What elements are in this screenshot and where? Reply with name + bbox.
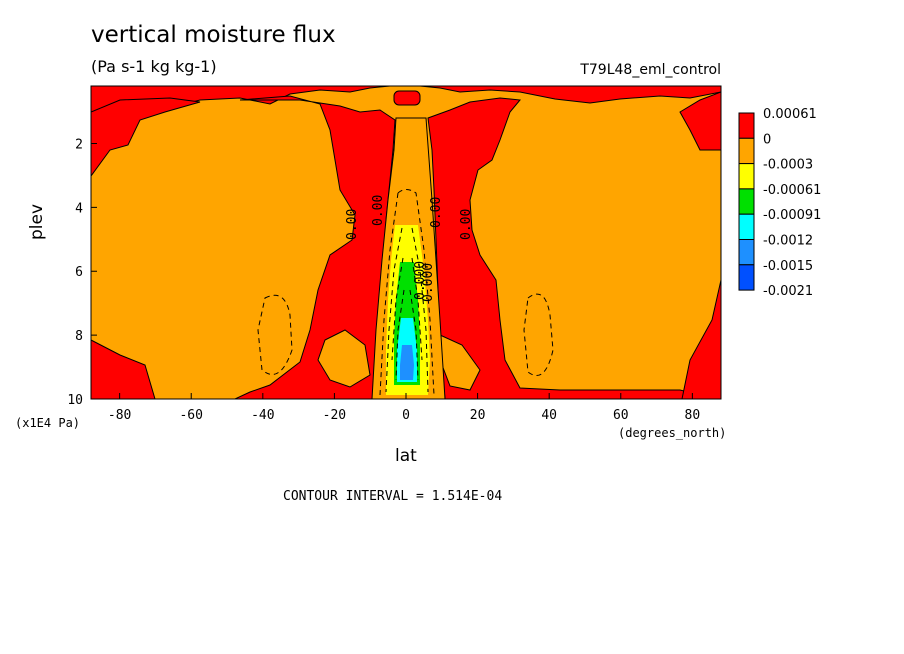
colorbar-swatch <box>738 213 755 240</box>
region-red-left-bottom <box>91 339 156 399</box>
chart-units: (Pa s-1 kg kg-1) <box>91 57 217 76</box>
x-tick-label: 80 <box>685 408 701 423</box>
region-red-blob <box>393 90 421 106</box>
colorbar-label: -0.0003 <box>763 158 813 173</box>
region-red-right-pole <box>679 91 721 151</box>
contour-label: 0.000 <box>413 261 428 300</box>
region-blue-core <box>400 345 414 380</box>
y-ticks: 2 4 6 8 10 <box>67 137 97 408</box>
colorbar-label: -0.0015 <box>763 259 813 274</box>
x-tick-label: -40 <box>251 408 274 423</box>
x-tick-label: -60 <box>179 408 202 423</box>
chart-title: vertical moisture flux <box>91 22 336 48</box>
colorbar-swatch <box>738 112 755 139</box>
region-red-left-pole <box>91 97 201 177</box>
y-tick-label: 8 <box>75 329 83 344</box>
x-ticks: -80 -60 -40 -20 0 20 40 60 80 <box>108 393 700 423</box>
orange-pocket-left <box>317 329 371 388</box>
contour-labels: 0.00 0.00 0.00 0.00 0.000 0.000 <box>345 195 474 302</box>
contour-interval: CONTOUR INTERVAL = 1.514E-04 <box>283 489 503 504</box>
x-tick-label: 40 <box>541 408 557 423</box>
colorbar-label: -0.0012 <box>763 234 813 249</box>
contour-label: 0.00 <box>345 209 360 240</box>
x-tick-label: 60 <box>613 408 629 423</box>
y-axis-unit: (x1E4 Pa) <box>15 416 81 430</box>
x-tick-label: -20 <box>323 408 346 423</box>
x-axis-label: lat <box>395 446 417 466</box>
run-label: T79L48_eml_control <box>580 62 721 78</box>
colorbar-swatch <box>738 163 755 190</box>
region-red-left <box>234 95 396 399</box>
x-tick-label: 20 <box>470 408 486 423</box>
colorbar-swatch <box>738 137 755 165</box>
x-axis-unit: (degrees_north) <box>618 426 727 440</box>
contour-label: 0.00 <box>459 209 474 240</box>
colorbar: 0.00061 0 -0.0003 -0.00061 -0.00091 -0.0012 -0… <box>738 107 821 299</box>
colorbar-label: 0.00061 <box>763 107 817 122</box>
x-tick-label: 0 <box>402 408 410 423</box>
colorbar-label: -0.00061 <box>763 183 821 198</box>
contour-label: 0.000 <box>421 263 436 302</box>
colorbar-label: -0.0021 <box>763 284 813 299</box>
contour-label: 0.00 <box>429 197 444 228</box>
region-red-right-bottom <box>681 279 721 399</box>
colorbar-label: -0.00091 <box>763 208 821 223</box>
dashed-contours <box>257 189 554 396</box>
y-tick-label: 10 <box>67 393 83 408</box>
x-tick-label: -80 <box>108 408 131 423</box>
y-tick-label: 6 <box>75 265 83 280</box>
y-tick-label: 4 <box>75 201 83 216</box>
y-tick-label: 2 <box>75 137 83 152</box>
colorbar-swatch <box>738 239 755 266</box>
colorbar-swatch <box>738 188 755 215</box>
colorbar-swatch <box>738 264 755 291</box>
colorbar-label: 0 <box>763 132 771 147</box>
contour-label: 0.00 <box>371 195 386 226</box>
